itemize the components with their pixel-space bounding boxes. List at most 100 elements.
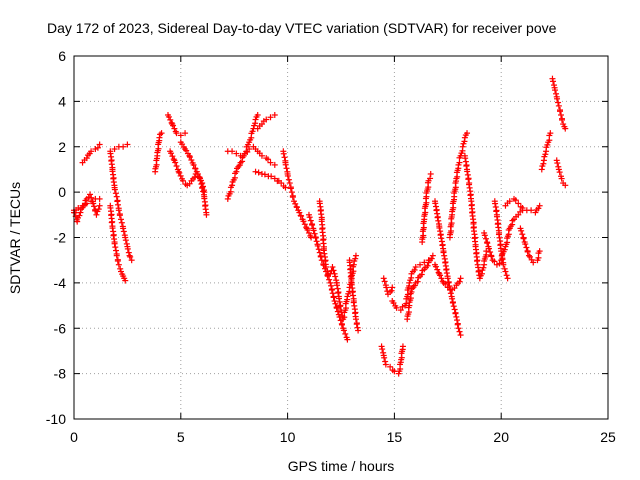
data-point (456, 328, 463, 335)
data-point (177, 132, 184, 139)
data-point (414, 278, 421, 285)
data-point (463, 163, 470, 170)
data-point (170, 156, 177, 163)
data-point (156, 134, 163, 141)
data-point (550, 78, 557, 85)
data-point (332, 273, 339, 280)
data-point (173, 163, 180, 170)
data-point (120, 143, 127, 150)
data-point (435, 269, 442, 276)
data-point (201, 189, 208, 196)
data-point (352, 252, 359, 259)
data-point (263, 116, 270, 123)
data-point (115, 201, 122, 208)
data-point (171, 125, 178, 132)
data-point (249, 128, 256, 135)
data-point (252, 116, 259, 123)
data-point (124, 245, 131, 252)
x-tick-label: 20 (493, 429, 509, 445)
data-point (75, 205, 82, 212)
data-point (429, 252, 436, 259)
data-point (122, 277, 129, 284)
data-point (519, 205, 526, 212)
data-point (114, 258, 121, 264)
x-tick-label: 15 (387, 429, 403, 445)
data-point (271, 161, 278, 168)
data-point (192, 165, 199, 172)
data-point (74, 218, 81, 225)
data-point (530, 259, 537, 266)
data-point (127, 253, 134, 260)
data-point (268, 173, 275, 180)
data-point (558, 175, 565, 182)
data-point (117, 265, 124, 272)
data-point (464, 130, 471, 137)
data-point (284, 172, 291, 179)
data-point (433, 207, 440, 214)
y-tick-label: 2 (58, 139, 66, 155)
y-tick-label: -6 (54, 320, 67, 336)
x-tick-label: 0 (70, 429, 78, 445)
data-point (555, 166, 562, 173)
data-point (96, 141, 103, 148)
data-point (296, 209, 303, 216)
y-axis-label: SDTVAR / TECUs (7, 182, 23, 294)
data-point (522, 241, 529, 248)
data-point (344, 336, 351, 343)
data-point (455, 325, 462, 332)
data-point (264, 156, 271, 163)
data-point (288, 189, 295, 196)
data-point (524, 248, 531, 255)
data-point (532, 209, 539, 216)
data-point (503, 272, 510, 279)
data-point (200, 183, 207, 190)
data-point (515, 200, 522, 207)
data-point (113, 252, 120, 259)
data-point (432, 263, 439, 270)
data-point (229, 148, 236, 155)
y-tick-label: -10 (46, 411, 66, 427)
data-point (303, 224, 310, 231)
data-point (312, 234, 319, 241)
data-point (281, 154, 288, 161)
data-point (111, 240, 118, 247)
data-point (418, 271, 425, 278)
y-tick-label: 0 (58, 184, 66, 200)
data-point (111, 186, 118, 193)
data-point (177, 172, 184, 179)
data-point (449, 295, 456, 302)
data-point (438, 275, 445, 282)
data-point (558, 111, 565, 118)
data-point (381, 278, 388, 285)
data-point (556, 169, 563, 176)
data-point (504, 275, 511, 282)
data-point (559, 116, 566, 123)
data-point (547, 130, 554, 137)
data-point (301, 221, 308, 228)
data-point (342, 330, 349, 337)
data-point (168, 150, 175, 157)
data-point (492, 200, 499, 207)
data-point (432, 200, 439, 207)
data-point (307, 217, 314, 224)
data-point (443, 266, 450, 273)
data-point (528, 207, 535, 214)
data-point (453, 313, 460, 320)
data-point (186, 154, 193, 161)
data-point (473, 258, 480, 265)
data-point (254, 111, 261, 118)
data-point (480, 264, 487, 271)
y-tick-label: -2 (54, 230, 67, 246)
y-tick-label: -8 (54, 366, 67, 382)
data-point (555, 99, 562, 106)
data-point (525, 252, 532, 259)
data-point (199, 180, 206, 187)
data-point (481, 232, 488, 239)
data-point (456, 278, 463, 285)
x-tick-label: 10 (280, 429, 296, 445)
data-point (441, 252, 448, 259)
data-point (335, 290, 342, 297)
data-point (157, 131, 164, 138)
data-point (196, 174, 203, 181)
